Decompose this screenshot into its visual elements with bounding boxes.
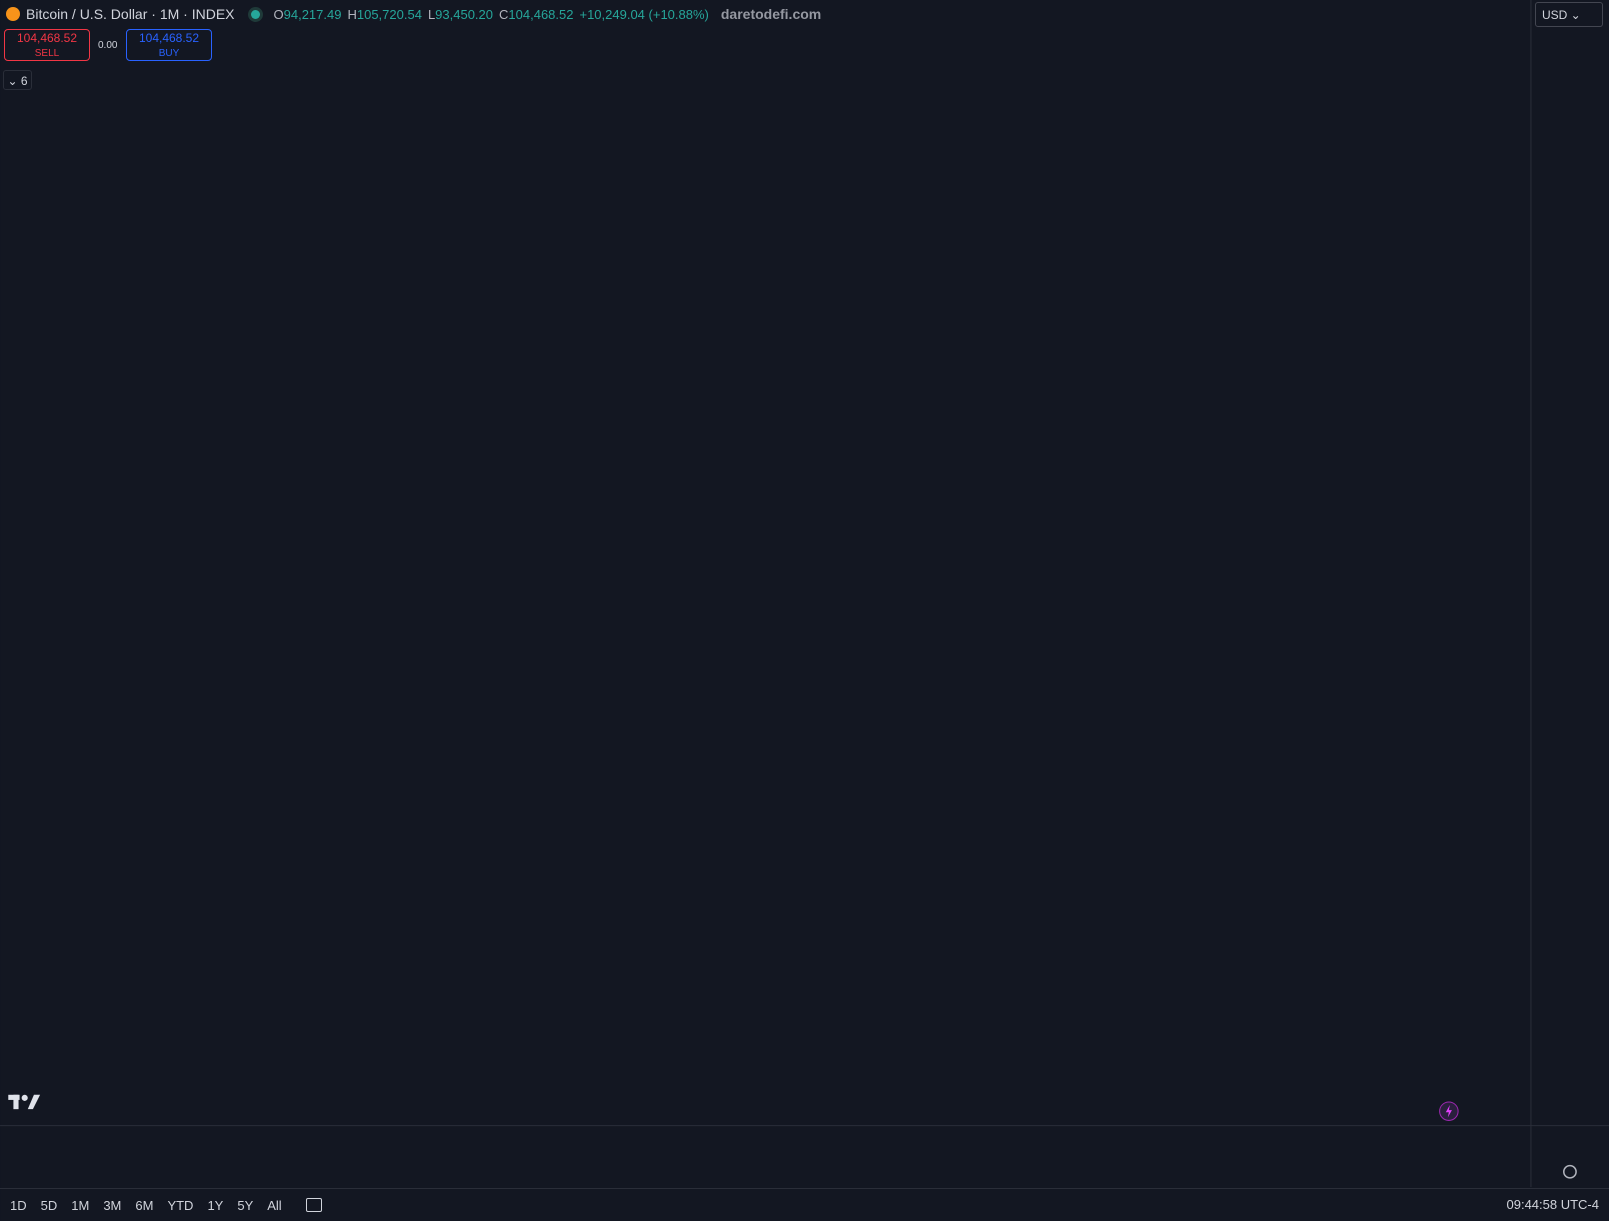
sell-button[interactable]: 104,468.52 SELL	[4, 29, 90, 61]
currency-select[interactable]: USD ⌄	[1535, 2, 1603, 27]
range-button[interactable]: All	[267, 1197, 282, 1213]
indicator-count: 6	[20, 74, 28, 88]
change: +10,249.04 (+10.88%)	[579, 6, 709, 22]
range-button[interactable]: 3M	[103, 1197, 122, 1213]
ohlc-key: C	[499, 6, 509, 22]
ohlc-item: H105,720.54	[347, 7, 421, 22]
ohlc-key: L	[427, 6, 436, 22]
range-button[interactable]: 1D	[10, 1197, 27, 1213]
spread: 0.00	[98, 40, 118, 51]
watermark: daretodefi.com	[720, 6, 822, 22]
range-button[interactable]: 5Y	[237, 1197, 254, 1213]
ohlc-legend: O94,217.49 H105,720.54 L93,450.20 C104,4…	[274, 7, 709, 22]
buy-button[interactable]: 104,468.52 BUY	[126, 29, 212, 61]
ohlc-key: O	[273, 6, 284, 22]
range-button[interactable]: 6M	[135, 1197, 154, 1213]
settings-icon[interactable]	[1563, 1164, 1577, 1179]
indicator-toggle[interactable]: ⌄ 6	[3, 70, 32, 90]
ohlc-value: 94,217.49	[283, 6, 342, 22]
header: Bitcoin / U.S. Dollar · 1M · INDEX O94,2…	[6, 3, 821, 25]
ohlc-key: H	[347, 6, 357, 22]
ohlc-value: 93,450.20	[435, 6, 494, 22]
range-button[interactable]: YTD	[167, 1197, 194, 1213]
buy-label: BUY	[158, 48, 180, 59]
currency: USD	[1542, 8, 1568, 22]
ohlc-value: 104,468.52	[508, 6, 574, 22]
coin-icon	[6, 7, 20, 21]
ohlc-item: C104,468.52	[499, 7, 573, 22]
tv-logo	[8, 1094, 41, 1110]
ohlc-value: 105,720.54	[356, 6, 422, 22]
symbol-title: Bitcoin / U.S. Dollar · 1M · INDEX	[26, 6, 235, 22]
range-button[interactable]: 1Y	[207, 1197, 224, 1213]
ohlc-item: O94,217.49	[274, 7, 342, 22]
buy-price: 104,468.52	[138, 31, 200, 45]
range-button[interactable]: 5D	[40, 1197, 58, 1213]
range-button[interactable]: 1M	[71, 1197, 90, 1213]
bottom-toolbar: 1D 5D 1M 3M 6M YTD 1Y 5Y All 09:44:58 UTC-4	[0, 1188, 1609, 1221]
clock: 09:44:58 UTC-4	[1506, 1197, 1600, 1212]
sell-price: 104,468.52	[16, 31, 78, 45]
alert-icon[interactable]	[1439, 1101, 1459, 1121]
range-buttons: 1D 5D 1M 3M 6M YTD 1Y 5Y All	[0, 1198, 286, 1213]
sell-label: SELL	[34, 48, 60, 59]
date-range-icon[interactable]	[305, 1198, 322, 1212]
ohlc-item: L93,450.20	[428, 7, 493, 22]
market-status	[250, 9, 260, 19]
